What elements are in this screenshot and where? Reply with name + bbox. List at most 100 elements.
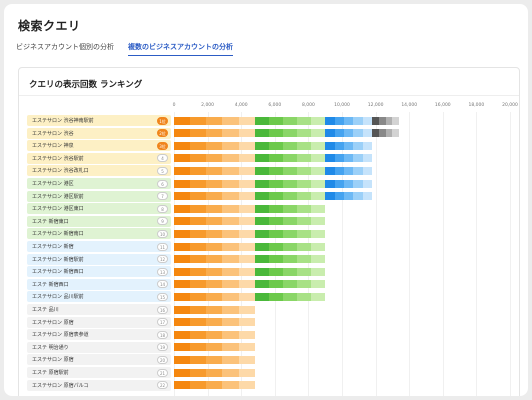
tab-single-account[interactable]: ビジネスアカウント個別の分析 — [16, 43, 114, 51]
impression-bar — [174, 141, 373, 150]
ranking-row[interactable]: エステサロン 新宿駅前 12 — [27, 253, 517, 265]
ranking-row[interactable]: エステ 新宿西口 14 — [27, 278, 517, 290]
impression-bar — [174, 204, 326, 213]
bar-segment-green — [254, 242, 269, 251]
query-label-box: エステサロン 品川駅前 15 — [27, 291, 171, 303]
ranking-row[interactable]: エステサロン 港区東口 8 — [27, 203, 517, 215]
x-tick-label: 4,000 — [234, 103, 248, 108]
bar-segment-green — [268, 292, 283, 301]
bar-segment-blue — [353, 166, 363, 175]
ranking-row[interactable]: エステ 新宿東口 9 — [27, 215, 517, 227]
query-label-box: エステ 明治通り 19 — [27, 341, 171, 353]
bar-segment-green — [296, 154, 312, 163]
bar-segment-green — [311, 141, 326, 150]
bar-segment-orange — [238, 343, 255, 352]
x-gridline — [476, 112, 478, 396]
bar-segment-orange — [206, 255, 223, 264]
query-label: エステサロン 新宿 — [32, 244, 74, 250]
ranking-row[interactable]: エステサロン 渋谷駅前 4 — [27, 152, 517, 164]
bar-segment-orange — [222, 154, 239, 163]
x-gridline — [174, 112, 175, 396]
query-label: エステサロン 港区 — [32, 181, 74, 187]
impression-bar — [174, 217, 326, 226]
query-label-box: エステサロン 新宿 11 — [27, 241, 171, 252]
ranking-row[interactable]: エステ 明治通り 19 — [27, 341, 517, 353]
bar-segment-green — [268, 204, 283, 213]
ranking-row[interactable]: エステ 原宿駅前 21 — [27, 367, 517, 378]
bar-segment-green — [254, 166, 269, 175]
rank-badge: 1位 — [157, 116, 168, 125]
bar-segment-orange — [238, 179, 255, 188]
ranking-row[interactable]: エステサロン 原宿表参道 18 — [27, 329, 517, 341]
ranking-row[interactable]: エステサロン 新宿南口 10 — [27, 228, 517, 240]
bar-segment-blue — [362, 192, 373, 201]
x-tick-label: 2,000 — [201, 103, 215, 108]
bar-segment-orange — [190, 242, 207, 251]
rank-badge: 21 — [157, 368, 168, 377]
bar-segment-blue — [343, 179, 354, 188]
bar-segment-green — [282, 192, 297, 201]
ranking-row[interactable]: エステサロン 渋谷改札口 5 — [27, 165, 517, 177]
bar-segment-orange — [174, 154, 191, 163]
ranking-row[interactable]: エステサロン 原宿 20 — [27, 354, 517, 366]
bar-segment-orange — [222, 318, 239, 327]
bar-segment-orange — [238, 204, 255, 213]
impression-bar — [174, 305, 255, 314]
bar-segment-orange — [190, 204, 207, 213]
bar-segment-orange — [174, 204, 191, 213]
ranking-row[interactable]: エステサロン 新宿 11 — [27, 241, 517, 252]
bar-segment-orange — [222, 255, 239, 264]
bar-segment-green — [268, 179, 283, 188]
tab-multi-account[interactable]: 複数のビジネスアカウントの分析 — [128, 42, 233, 56]
bar-segment-blue — [353, 179, 363, 188]
rank-badge: 17 — [157, 318, 168, 327]
bar-segment-orange — [190, 179, 207, 188]
bar-segment-orange — [174, 280, 191, 289]
ranking-row[interactable]: エステサロン 原宿 17 — [27, 316, 517, 328]
ranking-row[interactable]: エステサロン 品川駅前 15 — [27, 291, 517, 303]
bar-segment-orange — [206, 242, 223, 251]
bar-segment-orange — [238, 129, 255, 138]
bar-segment-blue — [334, 129, 344, 138]
bar-segment-green — [282, 204, 297, 213]
x-tick-label: 16,000 — [434, 103, 451, 108]
ranking-row[interactable]: エステサロン 神泉 3位 — [27, 140, 517, 152]
bar-segment-green — [296, 166, 312, 175]
ranking-row[interactable]: エステサロン 渋谷 2位 — [27, 127, 517, 139]
bar-segment-blue — [343, 141, 354, 150]
bar-segment-orange — [190, 192, 207, 201]
bar-segment-orange — [206, 280, 223, 289]
bar-segment-orange — [238, 318, 255, 327]
bar-segment-orange — [174, 343, 191, 352]
x-tick-label: 8,000 — [301, 103, 315, 108]
query-label-box: エステサロン 渋谷駅前 4 — [27, 152, 171, 164]
bar-segment-green — [282, 129, 297, 138]
ranking-row[interactable]: エステサロン 原宿パルコ 22 — [27, 379, 517, 391]
bar-segment-green — [254, 141, 269, 150]
ranking-row[interactable]: エステサロン 新宿西口 13 — [27, 266, 517, 278]
rank-badge: 12 — [157, 255, 168, 264]
bar-segment-orange — [190, 116, 207, 125]
ranking-row[interactable]: エステサロン 港区 6 — [27, 178, 517, 189]
bar-segment-green — [296, 129, 312, 138]
ranking-row[interactable]: エステサロン 港区駅前 7 — [27, 190, 517, 202]
bar-segment-green — [268, 141, 283, 150]
bar-segment-orange — [238, 355, 255, 364]
rank-badge: 7 — [157, 192, 168, 201]
bar-segment-green — [296, 280, 312, 289]
impression-bar — [174, 229, 326, 238]
bar-segment-blue — [353, 154, 363, 163]
bar-segment-green — [254, 217, 269, 226]
query-label: エステサロン 原宿表参道 — [32, 332, 89, 339]
query-label-box: エステサロン 新宿西口 13 — [27, 266, 171, 278]
bar-segment-orange — [206, 129, 223, 138]
bar-segment-orange — [174, 368, 191, 377]
query-label: エステサロン 原宿 — [32, 319, 74, 326]
ranking-row[interactable]: エステ 品川 16 — [27, 304, 517, 315]
ranking-row[interactable]: エステサロン 渋谷神南駅前 1位 — [27, 115, 517, 126]
bar-segment-orange — [174, 217, 191, 226]
bar-segment-gray — [372, 116, 379, 125]
bar-segment-orange — [238, 368, 255, 377]
bar-segment-green — [311, 116, 326, 125]
bar-segment-orange — [206, 355, 223, 364]
